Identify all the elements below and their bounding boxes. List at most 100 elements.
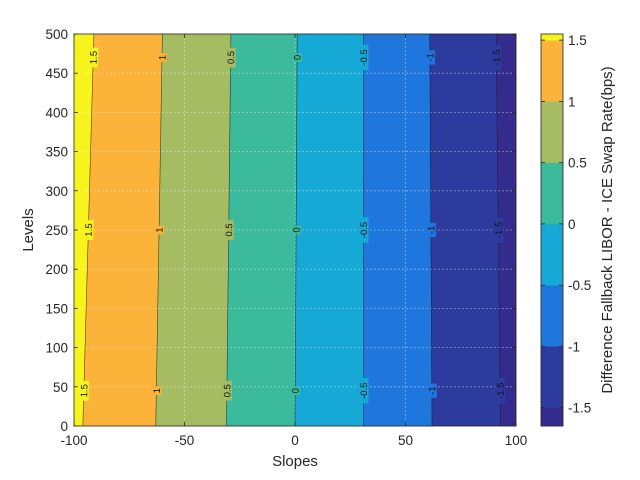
colorbar-frame bbox=[540, 33, 564, 427]
x-axis-ticks: -100 -50 0 50 100 bbox=[60, 34, 527, 448]
x-tick-label: -100 bbox=[60, 433, 87, 448]
contour-label-bg bbox=[154, 225, 165, 235]
contour-label: -0.5 bbox=[358, 217, 370, 243]
contour-label-bg bbox=[221, 380, 232, 401]
colorbar-band bbox=[540, 223, 564, 286]
colorbar-tick-label: 0 bbox=[568, 217, 576, 232]
contour-label: 0.5 bbox=[223, 220, 235, 240]
contour-label-bg bbox=[358, 44, 369, 71]
contour-label-bg bbox=[493, 217, 504, 243]
contour-label-text: 1 bbox=[155, 227, 166, 232]
contour-label-bg bbox=[494, 377, 506, 404]
colorbar-band bbox=[540, 346, 564, 408]
contour-fill-bands bbox=[73, 33, 517, 427]
contour-label: 0.5 bbox=[225, 47, 237, 68]
grid-lines bbox=[74, 34, 516, 426]
contour-label: 1.5 bbox=[87, 47, 100, 68]
colorbar-gradient bbox=[540, 33, 564, 427]
contour-label-bg bbox=[151, 386, 162, 396]
contour-label: 0.5 bbox=[221, 380, 233, 401]
colorbar-tick-label: 1.5 bbox=[568, 33, 587, 48]
contour-label: 1 bbox=[154, 225, 166, 235]
colorbar-band bbox=[540, 284, 564, 347]
y-tick-label: 450 bbox=[45, 66, 68, 81]
contour-label-text: 1.5 bbox=[89, 51, 100, 65]
x-tick-label: -50 bbox=[175, 433, 195, 448]
y-tick-label: 50 bbox=[53, 380, 68, 395]
contour-label: -1.5 bbox=[491, 44, 503, 71]
colorbar-band bbox=[540, 101, 564, 163]
y-axis-label: Levels bbox=[20, 208, 37, 251]
colorbar-band bbox=[540, 162, 564, 225]
contour-label-text: 1.5 bbox=[79, 384, 90, 398]
contour-label: 1.5 bbox=[78, 380, 91, 401]
contour-label-text: 1 bbox=[157, 55, 168, 60]
y-tick-label: 0 bbox=[60, 419, 68, 434]
contour-labels: 1.5 1.5 1.5 1 1 1 0.5 0.5 0.5 0 0 0 -0.5 -0.5 -0.5 -1 -1… bbox=[78, 44, 507, 404]
contour-label: -0.5 bbox=[358, 44, 370, 71]
contour-label-text: -1.5 bbox=[492, 49, 503, 65]
y-tick-label: 200 bbox=[45, 262, 68, 277]
colorbar-tick-label: -1 bbox=[568, 339, 580, 354]
contour-label: -1 bbox=[425, 222, 437, 238]
contour-label-text: -1.5 bbox=[494, 222, 505, 238]
contour-label: -0.5 bbox=[358, 378, 370, 404]
y-tick-label: 400 bbox=[45, 105, 68, 120]
contour-label-text: 0.5 bbox=[226, 51, 237, 64]
colorbar-band bbox=[540, 33, 564, 41]
contour-label-bg bbox=[358, 378, 369, 404]
colorbar-band bbox=[540, 407, 564, 427]
contour-label-bg bbox=[290, 386, 301, 396]
contour-label-text: -0.5 bbox=[359, 49, 370, 65]
contour-label-text: 0 bbox=[291, 388, 302, 393]
colorbar-tick-label: -1.5 bbox=[568, 401, 591, 416]
contour-label-text: -0.5 bbox=[359, 222, 370, 238]
contour-label: 0 bbox=[292, 53, 304, 62]
y-tick-label: 150 bbox=[45, 301, 68, 316]
x-tick-label: 50 bbox=[398, 433, 413, 448]
contour-label-bg bbox=[426, 383, 437, 398]
contour-label-bg bbox=[83, 219, 94, 241]
contour-label: 0 bbox=[290, 386, 302, 396]
contour-label: 1 bbox=[156, 53, 169, 62]
colorbar-band bbox=[540, 39, 564, 102]
contour-label: -1 bbox=[424, 50, 436, 65]
y-tick-label: 100 bbox=[45, 341, 68, 356]
contour-label-text: -1 bbox=[426, 226, 437, 235]
x-tick-label: 100 bbox=[505, 433, 528, 448]
contour-label-text: -1.5 bbox=[496, 382, 507, 398]
colorbar-tick-label: 1 bbox=[568, 94, 576, 109]
x-tick-label: 0 bbox=[291, 433, 299, 448]
contour-label-bg bbox=[78, 380, 90, 401]
contour-label: 1.5 bbox=[83, 219, 95, 241]
y-tick-label: 250 bbox=[45, 223, 68, 238]
contour-label: 0 bbox=[291, 225, 303, 235]
contour-label-bg bbox=[425, 222, 436, 238]
contour-label-bg bbox=[223, 220, 234, 240]
y-tick-label: 350 bbox=[45, 145, 68, 160]
y-tick-label: 300 bbox=[45, 184, 68, 199]
contour-label-text: -1 bbox=[425, 53, 436, 62]
contour-label-bg bbox=[292, 53, 303, 62]
contour-label-bg bbox=[225, 47, 236, 68]
contour-band bbox=[294, 33, 364, 427]
y-tick-label: 500 bbox=[45, 27, 68, 42]
contour-label-text: 0 bbox=[293, 55, 304, 60]
colorbar-tick-label: 0.5 bbox=[568, 156, 587, 171]
contour-label-text: 1 bbox=[152, 388, 163, 393]
contour-label-bg bbox=[291, 225, 302, 235]
x-axis-label: Slopes bbox=[272, 453, 318, 470]
contour-label-text: -0.5 bbox=[359, 383, 370, 399]
contour-label-text: 1.5 bbox=[84, 223, 95, 237]
contour-label-text: 0 bbox=[292, 227, 303, 232]
contour-label-bg bbox=[491, 44, 502, 71]
colorbar-ticks: -1.5 -1 -0.5 0 0.5 1 1.5 bbox=[541, 33, 591, 416]
colorbar-tick-label: -0.5 bbox=[568, 278, 591, 293]
contour-label-text: 0.5 bbox=[222, 384, 233, 397]
contour-label-bg bbox=[156, 53, 168, 62]
contour-label-text: 0.5 bbox=[224, 223, 235, 236]
contour-label: 1 bbox=[151, 386, 163, 396]
contour-band bbox=[363, 33, 433, 427]
